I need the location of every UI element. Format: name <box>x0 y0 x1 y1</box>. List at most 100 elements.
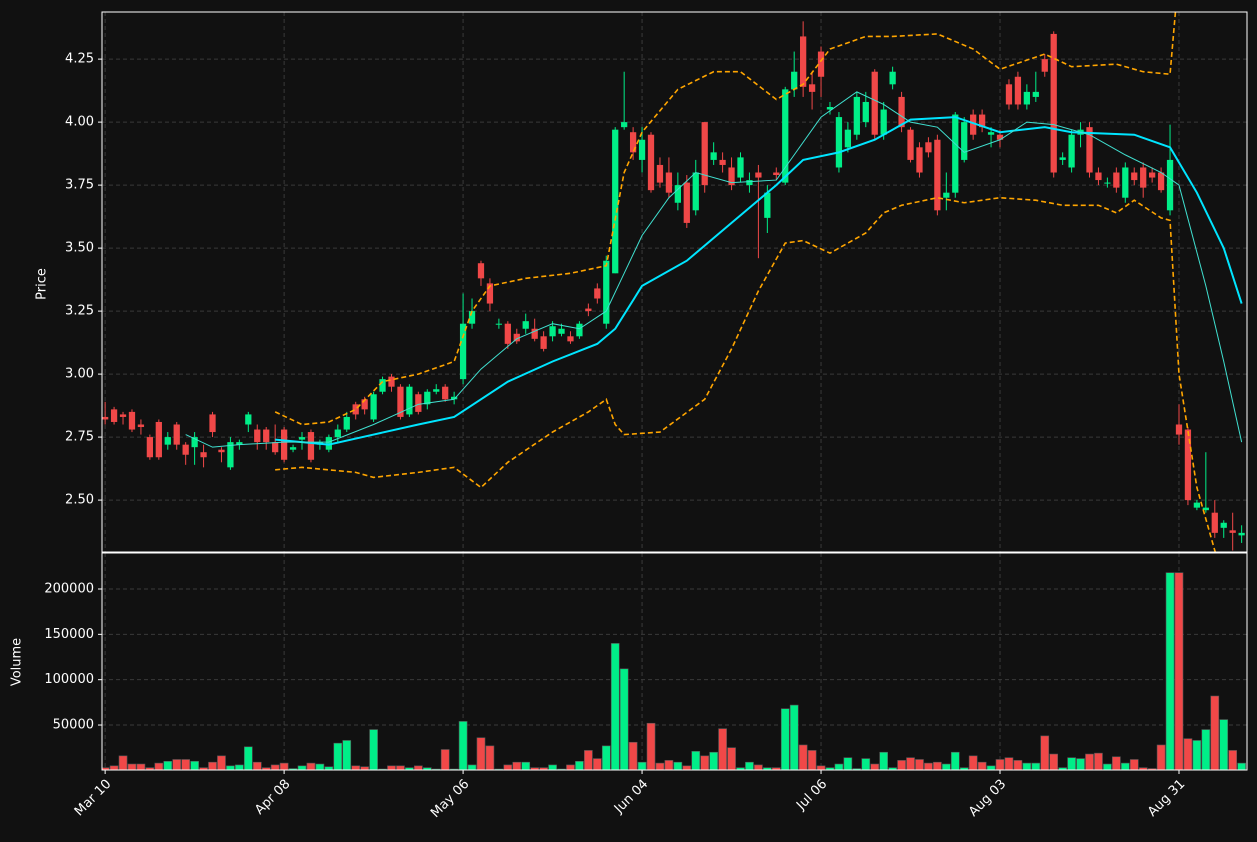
candle-body <box>1086 127 1093 173</box>
volume-bar <box>1004 757 1014 770</box>
overlay-line <box>275 116 1243 446</box>
candle-body <box>424 391 431 405</box>
candle-body <box>1229 530 1236 533</box>
volume-bar <box>351 765 361 770</box>
candle-body <box>102 416 109 420</box>
candle-body <box>996 134 1004 140</box>
volume-bar <box>584 750 593 770</box>
x-tick-label: Aug 31 <box>1145 777 1188 820</box>
volume-bar <box>834 763 844 770</box>
volume-bar <box>798 744 808 770</box>
y-axis-label: Volume <box>10 638 25 686</box>
candle-body <box>289 447 297 450</box>
volume-bar <box>628 741 638 770</box>
volume-bar <box>154 762 164 770</box>
candle-body <box>916 147 923 173</box>
candle-body <box>621 122 628 128</box>
y-tick-label: 3.75 <box>65 178 94 193</box>
volume-bar <box>1165 572 1175 770</box>
candle-body <box>477 263 485 279</box>
volume-bar <box>235 764 244 770</box>
volume-bar <box>1183 738 1193 770</box>
candle-body <box>978 114 986 128</box>
volume-bar <box>664 760 674 770</box>
volume-bar <box>1022 762 1032 770</box>
candle-body <box>1104 182 1111 184</box>
volume-bar <box>673 761 683 770</box>
candle-body <box>952 114 959 193</box>
overlay-line <box>274 12 1177 426</box>
candle-body <box>227 442 234 468</box>
candle-body <box>773 172 780 176</box>
volume-bar <box>217 755 226 770</box>
volume-bar <box>754 764 763 770</box>
candle-body <box>1220 522 1227 528</box>
volume-bar <box>109 765 119 770</box>
candle-body <box>826 106 834 110</box>
volume-bar <box>127 763 137 770</box>
candle-body <box>701 122 708 186</box>
volume-bar <box>816 765 826 770</box>
volume-bar <box>566 764 575 770</box>
candle-body <box>880 109 887 135</box>
candle-body <box>173 424 180 445</box>
volume-bar <box>637 761 647 770</box>
volume-bar <box>575 760 584 770</box>
volume-bar <box>387 765 396 770</box>
candle-body <box>746 180 753 186</box>
candle-body <box>853 96 860 135</box>
panel-frame <box>101 11 1248 553</box>
volume-bar <box>226 765 235 770</box>
volume-bar <box>1031 762 1041 770</box>
volume-bar <box>1076 758 1085 770</box>
candle-body <box>1059 157 1066 160</box>
x-tick-label: Jul 06 <box>793 777 830 814</box>
candle-body <box>137 424 145 428</box>
y-tick-label: 200000 <box>44 582 94 597</box>
candle-body <box>1023 91 1030 105</box>
volume-bar <box>879 751 889 770</box>
candle-body <box>898 96 905 128</box>
plot-area <box>102 553 1247 770</box>
y-tick-label: 4.00 <box>65 115 94 130</box>
x-tick-label: Aug 03 <box>966 777 1009 820</box>
candle-body <box>1122 167 1129 198</box>
volume-bar <box>136 763 146 770</box>
candle-body <box>128 411 136 430</box>
volume-bar <box>843 757 853 770</box>
volume-bar <box>503 764 513 770</box>
volume-bar <box>190 760 199 770</box>
candle-body <box>1175 424 1183 435</box>
volume-bar <box>718 728 727 770</box>
y-tick-label: 50000 <box>53 718 94 733</box>
plot-area <box>102 12 1247 552</box>
candle-body <box>1005 84 1013 105</box>
candle-body <box>817 51 825 77</box>
candle-body <box>791 71 798 90</box>
volume-bar <box>476 737 486 770</box>
candle-body <box>674 185 681 203</box>
candle-body <box>263 429 270 443</box>
volume-bar <box>601 745 611 770</box>
volume-bar <box>1085 753 1094 770</box>
volume-bar <box>1112 756 1121 770</box>
candle-body <box>1131 172 1138 181</box>
candle-body <box>307 432 315 460</box>
candle-body <box>1238 532 1245 536</box>
volume-bar <box>941 763 951 770</box>
candle-body <box>200 452 207 458</box>
volume-bar <box>1156 744 1166 770</box>
volume-bar <box>986 765 996 770</box>
candle-body <box>442 386 449 400</box>
y-tick-label: 2.75 <box>65 430 94 445</box>
volume-bar <box>1219 719 1229 770</box>
candle-body <box>459 323 467 380</box>
candle-body <box>603 260 610 324</box>
volume-bar <box>440 749 450 770</box>
candle-body <box>1068 134 1075 168</box>
volume-bar <box>968 755 978 770</box>
candle-body <box>352 404 359 415</box>
volume-bar <box>1210 695 1220 770</box>
candle-body <box>683 182 690 223</box>
candle-body <box>925 142 932 153</box>
